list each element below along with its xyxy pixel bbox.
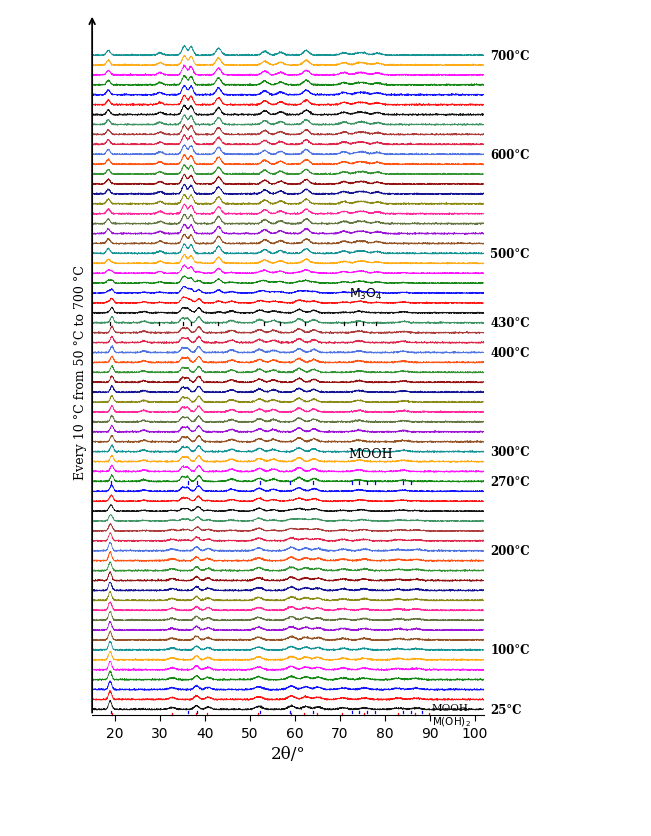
Text: 25°C: 25°C [490, 703, 521, 716]
Text: 270°C: 270°C [490, 476, 530, 488]
Y-axis label: Every 10 °C from 50 °C to 700 °C: Every 10 °C from 50 °C to 700 °C [74, 265, 87, 479]
Text: 430°C: 430°C [490, 317, 530, 330]
Text: 200°C: 200°C [490, 544, 530, 558]
X-axis label: 2θ/°: 2θ/° [270, 746, 305, 762]
Text: 600°C: 600°C [490, 149, 530, 161]
Text: 700°C: 700°C [490, 49, 530, 63]
Text: 400°C: 400°C [490, 347, 530, 359]
Text: 300°C: 300°C [490, 446, 530, 459]
Text: 100°C: 100°C [490, 644, 530, 656]
Text: MOOH: MOOH [432, 703, 469, 711]
Text: $\mathrm{M(OH)_2}$: $\mathrm{M(OH)_2}$ [432, 715, 471, 728]
Text: MOOH: MOOH [348, 448, 393, 461]
Text: $\mathrm{M_3O_4}$: $\mathrm{M_3O_4}$ [348, 286, 382, 301]
Text: 500°C: 500°C [490, 247, 530, 261]
